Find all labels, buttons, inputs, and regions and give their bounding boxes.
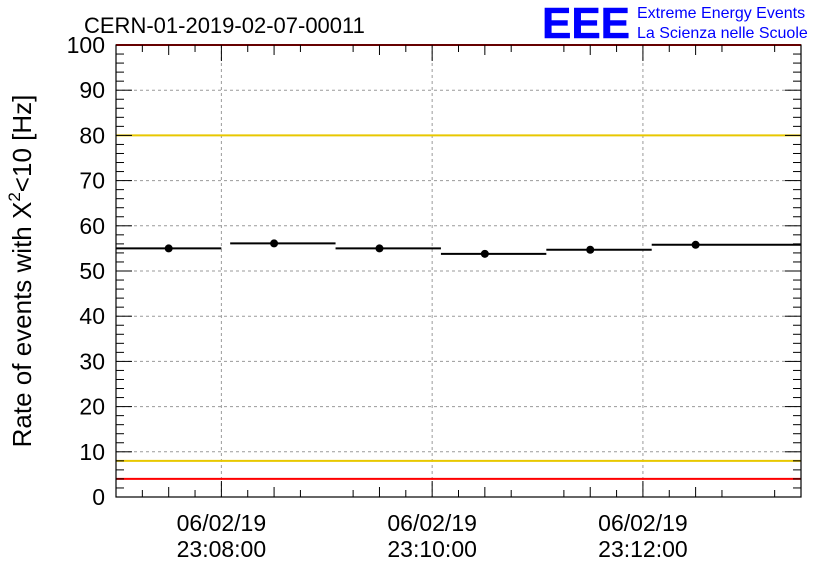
eee-logo-mark: EEE [542, 0, 630, 48]
y-axis-title-main: Rate of events with X [7, 202, 37, 448]
data-point [691, 240, 700, 249]
eee-logo-line2: La Scienza nelle Scuole [637, 25, 808, 42]
y-tick-label: 60 [79, 213, 105, 239]
data-point [270, 239, 279, 248]
data-point [586, 245, 595, 254]
y-axis-title-sup: 2 [5, 192, 24, 201]
plot-frame [115, 44, 802, 498]
x-tick-label-time: 23:12:00 [598, 536, 688, 562]
x-tick-labels: 06/02/1923:08:0006/02/1923:10:0006/02/19… [177, 510, 688, 562]
y-axis-title-tail: <10 [Hz] [7, 95, 37, 193]
data-point [164, 244, 173, 253]
data-point [480, 249, 489, 258]
data-point [375, 244, 384, 253]
x-tick-label-time: 23:08:00 [177, 536, 267, 562]
axis-ticks [116, 44, 802, 498]
y-tick-label: 10 [79, 439, 105, 465]
x-tick-label-date: 06/02/19 [387, 510, 477, 536]
y-tick-label: 80 [79, 122, 105, 148]
y-tick-labels: 0 10 20 30 40 50 60 70 80 90 100 [67, 32, 105, 510]
y-tick-label: 0 [92, 484, 105, 510]
y-tick-label: 50 [79, 258, 105, 284]
y-axis-title: Rate of events with X2<10 [Hz] [5, 95, 37, 448]
y-tick-label: 100 [67, 32, 105, 58]
data-series [116, 239, 801, 258]
grid [116, 45, 801, 497]
x-tick-label-time: 23:10:00 [387, 536, 477, 562]
y-tick-label: 90 [79, 77, 105, 103]
y-tick-label: 40 [79, 303, 105, 329]
y-tick-label: 20 [79, 394, 105, 420]
y-tick-label: 70 [79, 168, 105, 194]
chart-title: CERN-01-2019-02-07-00011 [84, 13, 365, 38]
eee-logo-line1: Extreme Energy Events [637, 5, 805, 22]
x-tick-label-date: 06/02/19 [598, 510, 688, 536]
eee-logo: EEE Extreme Energy Events La Scienza nel… [542, 0, 808, 48]
x-tick-label-date: 06/02/19 [177, 510, 267, 536]
y-tick-label: 30 [79, 348, 105, 374]
